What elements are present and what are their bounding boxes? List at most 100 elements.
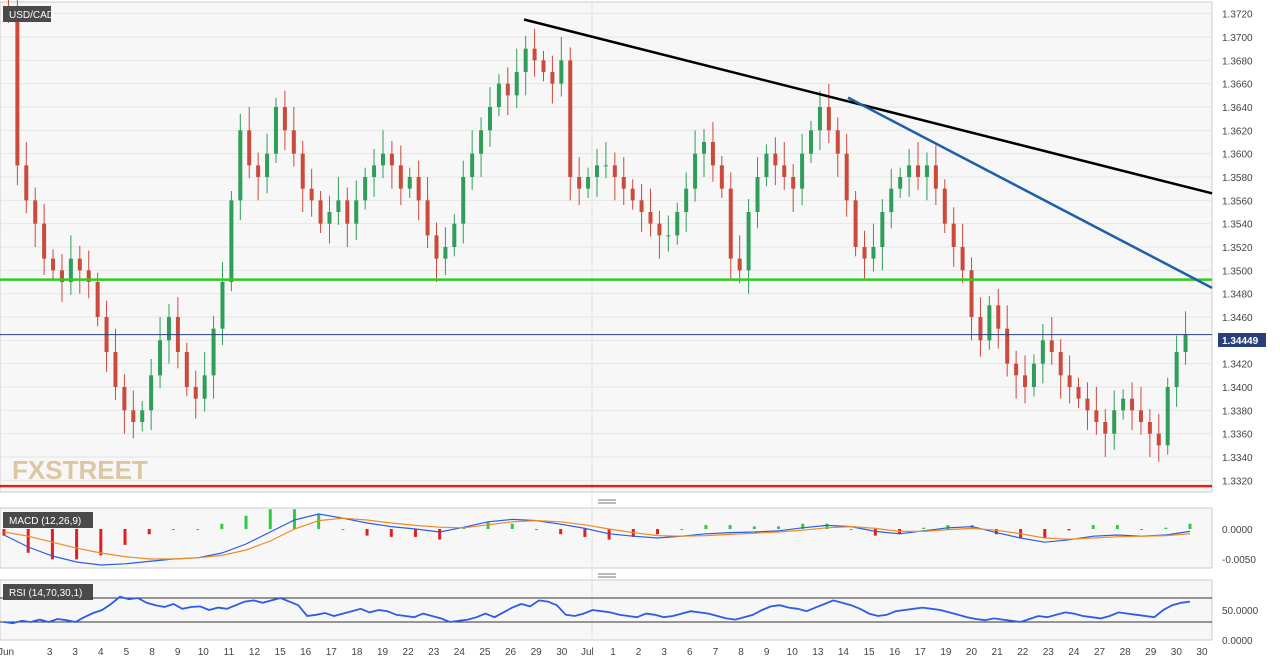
candle-bullish <box>327 212 332 224</box>
candle-bearish <box>612 165 617 177</box>
macd-histogram-bar <box>413 529 417 537</box>
candle-bullish <box>166 317 171 341</box>
candle-bullish <box>68 258 73 282</box>
price-tick-label: 1.3560 <box>1222 196 1253 207</box>
candle-bullish <box>372 165 377 177</box>
x-tick-label: 20 <box>966 647 978 658</box>
candle-bullish <box>514 72 519 96</box>
x-tick-label: 18 <box>351 647 363 658</box>
x-tick-label: 3 <box>72 647 78 658</box>
candle-bearish <box>826 107 831 131</box>
x-tick-label: 21 <box>992 647 1004 658</box>
macd-histogram-bar <box>341 529 345 530</box>
macd-histogram-bar <box>1164 527 1168 529</box>
candle-bearish <box>1103 422 1108 434</box>
candle-bearish <box>577 177 582 189</box>
candle-bullish <box>336 200 341 212</box>
candle-bearish <box>1014 363 1019 376</box>
candle-bearish <box>844 153 849 201</box>
x-tick-label: 14 <box>838 647 850 658</box>
x-tick-label: 23 <box>1043 647 1055 658</box>
candle-bearish <box>657 223 662 236</box>
x-tick-label: 29 <box>1145 647 1157 658</box>
candle-bullish <box>746 212 751 271</box>
macd-histogram-bar <box>292 509 296 529</box>
candle-bullish <box>354 200 359 224</box>
candle-bullish <box>140 410 145 422</box>
last-price-tag <box>1218 333 1266 347</box>
symbol-label: USD/CAD <box>9 10 54 21</box>
candle-bullish <box>363 177 368 201</box>
candle-bearish <box>33 200 38 224</box>
candle-bearish <box>1067 375 1072 387</box>
candle-bearish <box>550 72 555 84</box>
candle-bearish <box>416 177 421 201</box>
candle-bullish <box>595 165 599 177</box>
macd-indicator <box>2 509 1192 566</box>
candle-bullish <box>603 165 608 167</box>
candle-bullish <box>880 212 885 247</box>
macd-histogram-bar <box>244 515 248 529</box>
x-tick-label: 16 <box>889 647 901 658</box>
candle-bearish <box>1058 352 1063 376</box>
x-tick-label: 30 <box>1171 647 1183 658</box>
candle-bearish <box>1005 328 1010 364</box>
price-tick-label: 1.3720 <box>1222 10 1253 21</box>
x-tick-label: 30 <box>1196 647 1208 658</box>
price-tick-label: 1.3320 <box>1222 476 1253 487</box>
candle-bearish <box>291 130 296 154</box>
x-tick-label: 6 <box>687 647 693 658</box>
x-tick-label: 12 <box>249 647 261 658</box>
x-tick-label: 4 <box>98 647 104 658</box>
rsi-title: RSI (14,70,30,1) <box>9 588 82 599</box>
macd-histogram-bar <box>825 523 829 529</box>
candle-bearish <box>853 200 858 247</box>
candle-bullish <box>479 130 484 154</box>
candle-bearish <box>728 188 733 259</box>
candle-bearish <box>648 212 653 224</box>
rsi-badge <box>3 584 93 600</box>
macd-histogram-bar <box>1188 523 1192 529</box>
macd-histogram-bar <box>268 509 272 529</box>
macd-histogram-bar <box>656 529 660 535</box>
x-tick-label: 15 <box>275 647 287 658</box>
candle-bearish <box>256 165 261 177</box>
price-tick-label: 1.3500 <box>1222 266 1253 277</box>
candle-bullish <box>443 247 448 259</box>
candle-bearish <box>791 177 796 189</box>
price-tick-label: 1.3400 <box>1222 383 1253 394</box>
candle-bearish <box>95 282 100 317</box>
candle-bullish <box>470 153 475 177</box>
candle-bullish <box>1165 387 1170 446</box>
macd-badge <box>3 512 93 528</box>
candle-bearish <box>122 387 127 411</box>
macd-histogram-bar <box>534 529 538 530</box>
candle-bearish <box>1147 422 1152 434</box>
macd-histogram-bar <box>220 523 224 529</box>
candle-bullish <box>809 130 814 154</box>
descending-resistance-line <box>523 18 1213 195</box>
macd-histogram-bar <box>922 527 926 529</box>
candle-bearish <box>773 153 778 166</box>
candle-bullish <box>898 177 903 189</box>
panel-background <box>0 579 1213 641</box>
candle-bullish <box>764 153 769 177</box>
candle-bullish <box>586 177 591 189</box>
candle-bullish <box>1031 363 1036 387</box>
macd-histogram-bar <box>196 529 200 530</box>
x-tick-label: 13 <box>812 647 824 658</box>
candle-bearish <box>737 258 742 271</box>
candle-bearish <box>710 142 715 166</box>
x-tick-label: 5 <box>124 647 130 658</box>
rsi-indicator <box>0 595 1212 625</box>
candle-bullish <box>229 200 234 282</box>
macd-histogram-bar <box>1091 525 1095 529</box>
price-tick-label: 1.3340 <box>1222 453 1253 464</box>
candle-bullish <box>987 305 992 341</box>
candle-bullish <box>211 328 216 376</box>
candle-bearish <box>59 270 64 282</box>
candle-bullish <box>889 188 894 212</box>
candle-bullish <box>800 153 805 189</box>
x-tick-label: 11 <box>224 647 235 658</box>
